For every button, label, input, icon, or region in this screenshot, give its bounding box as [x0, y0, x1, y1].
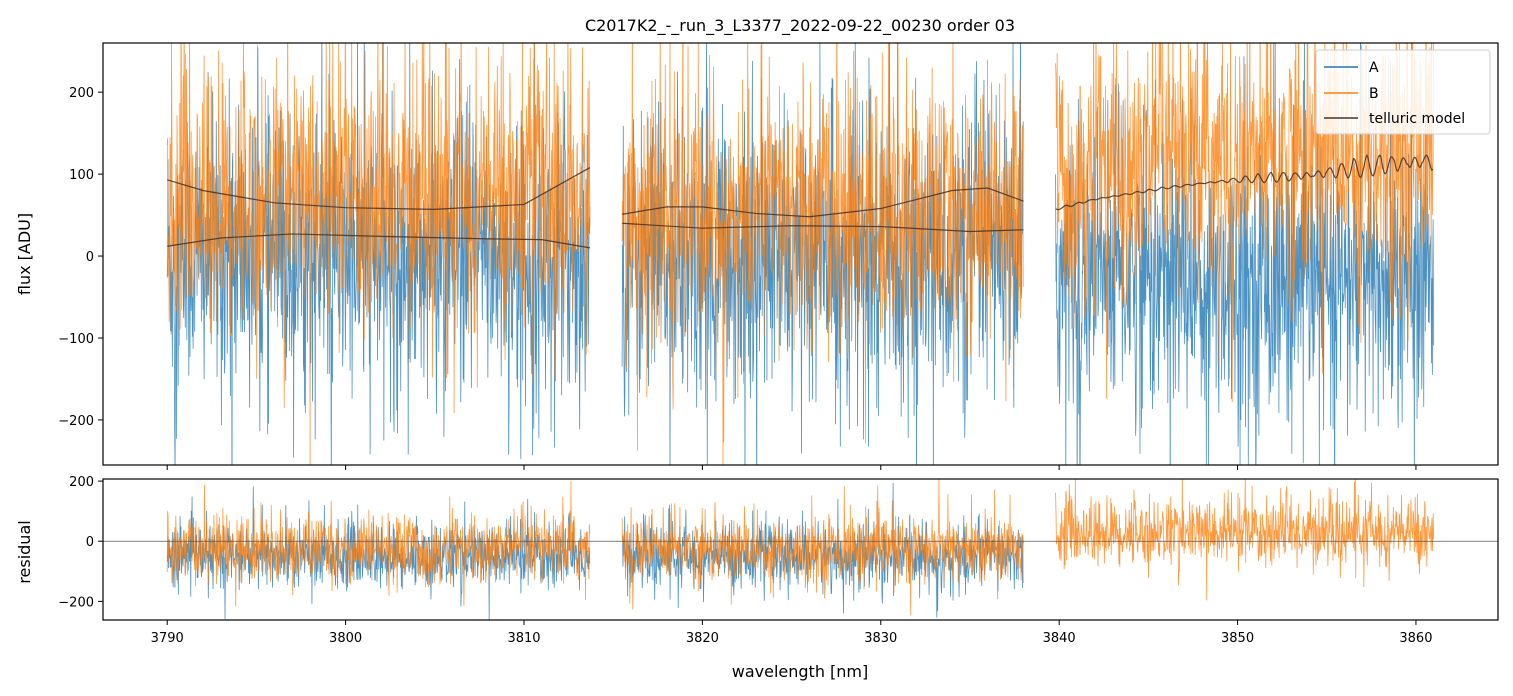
flux-panel-frame [102, 42, 1499, 466]
telluric-model-curve-2 [167, 233, 591, 249]
flux-ytick-label: 100 [69, 168, 94, 183]
residual-series-b-segment-2 [621, 479, 1024, 616]
telluric-model-curve-1 [167, 167, 591, 210]
residual-series-b-segment-1 [166, 481, 591, 607]
flux-series-a-segment-1 [166, 43, 591, 465]
telluric-model-curve-5 [1055, 153, 1434, 211]
wavelength-xtick-label: 3850 [1221, 631, 1254, 646]
residual-axis-label: residual [15, 520, 34, 583]
legend-box [1315, 49, 1491, 135]
legend-label-model: telluric model [1369, 111, 1465, 127]
flux-ytick-label: −100 [58, 332, 94, 347]
telluric-model-curve-4 [622, 222, 1024, 233]
flux-ytick-label: 200 [69, 86, 94, 101]
wavelength-xtick-label: 3800 [329, 631, 362, 646]
wavelength-xtick-label: 3860 [1399, 631, 1432, 646]
residual-ytick-label: 200 [69, 475, 94, 490]
wavelength-xtick-label: 3810 [507, 631, 540, 646]
flux-axis-label: flux [ADU] [15, 213, 34, 295]
flux-ytick-label: −200 [58, 414, 94, 429]
wavelength-xtick-label: 3830 [864, 631, 897, 646]
flux-panel: 200 100 0 −100 −200 flux [ADU] A B telluric … [15, 42, 1499, 470]
residual-ytick-label: −200 [58, 595, 94, 610]
flux-series-b-segment-2 [621, 43, 1024, 465]
wavelength-xtick-label: 3790 [151, 631, 184, 646]
wavelength-xtick-label: 3820 [686, 631, 719, 646]
legend: A B telluric model [1315, 49, 1491, 135]
residual-panel-frame [102, 478, 1499, 621]
legend-label-b: B [1369, 86, 1379, 102]
flux-series-b-segment-1 [166, 43, 591, 465]
flux-series-b-segment-3 [1055, 43, 1434, 403]
flux-ytick-label: 0 [86, 250, 94, 265]
wavelength-axis-label: wavelength [nm] [732, 662, 869, 681]
residual-panel: 200 0 −200 3790 3800 3810 3820 3830 3840 3850 386… [15, 475, 1499, 681]
residual-ytick-label: 0 [86, 535, 94, 550]
legend-label-a: A [1369, 60, 1379, 76]
wavelength-xtick-label: 3840 [1043, 631, 1076, 646]
chart-title: C2017K2_-_run_3_L3377_2022-09-22_00230 o… [585, 16, 1015, 36]
residual-series-b-segment-3 [1055, 479, 1435, 601]
telluric-model-curve-3 [622, 187, 1024, 218]
